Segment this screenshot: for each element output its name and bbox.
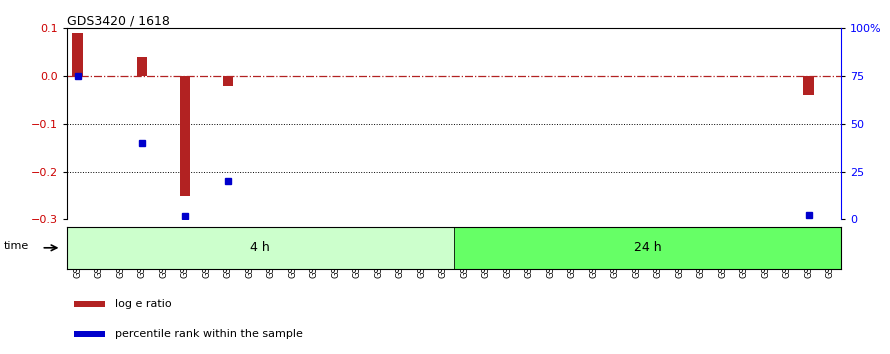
Bar: [75, 301, 105, 307]
Text: log e ratio: log e ratio: [115, 299, 172, 309]
Bar: [67, 227, 454, 269]
Bar: [72, 33, 83, 76]
Bar: [75, 331, 105, 337]
Text: 4 h: 4 h: [250, 241, 271, 254]
Bar: [804, 76, 814, 95]
Bar: [137, 57, 148, 76]
Text: 24 h: 24 h: [634, 241, 661, 254]
Text: percentile rank within the sample: percentile rank within the sample: [115, 329, 303, 339]
Bar: [222, 76, 233, 86]
Bar: [180, 76, 190, 195]
Text: time: time: [4, 241, 28, 251]
Text: GDS3420 / 1618: GDS3420 / 1618: [67, 14, 170, 27]
Bar: [454, 227, 841, 269]
